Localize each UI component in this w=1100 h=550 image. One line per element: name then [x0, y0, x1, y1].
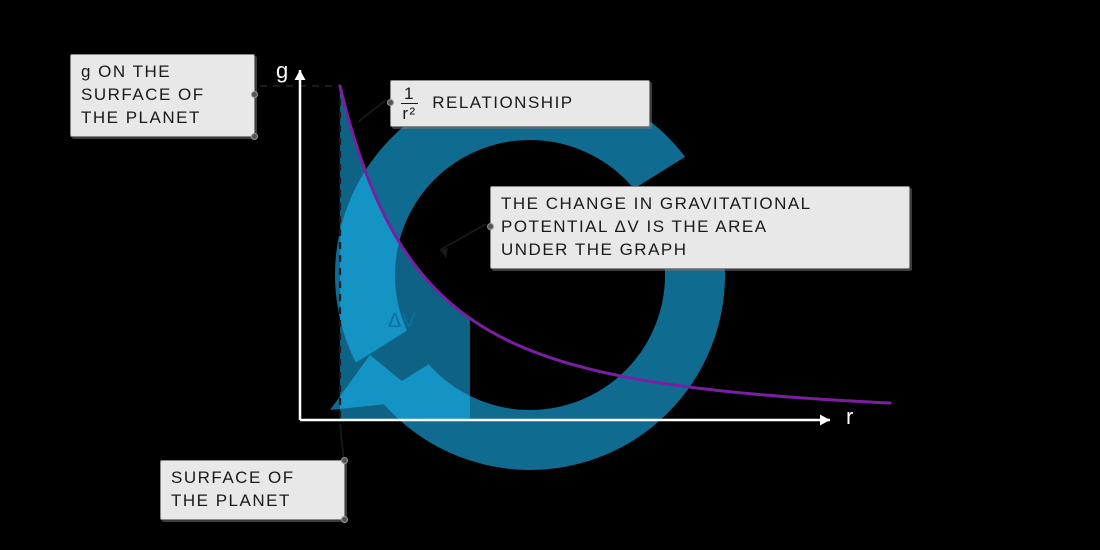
- fraction-den: r²: [402, 104, 416, 122]
- callout-g-line3: THE PLANET: [81, 108, 201, 127]
- callout-g-on-surface: g ON THE SURFACE OF THE PLANET: [70, 54, 255, 137]
- callout-surface-of-planet: SURFACE OF THE PLANET: [160, 460, 345, 520]
- callout-relationship: 1 r² RELATIONSHIP: [390, 80, 650, 127]
- relationship-text: RELATIONSHIP: [432, 93, 573, 112]
- y-axis-label: g: [276, 58, 289, 84]
- callout-area-line2: POTENTIAL ΔV IS THE AREA: [501, 217, 768, 236]
- callout-area-line3: UNDER THE GRAPH: [501, 240, 688, 259]
- fraction-1-over-r2: 1 r²: [401, 85, 418, 122]
- callout-g-line1: g ON THE: [81, 62, 171, 81]
- callout-surface-line1: SURFACE OF: [171, 468, 295, 487]
- callout-surface-line2: THE PLANET: [171, 491, 291, 510]
- callout-g-line2: SURFACE OF: [81, 85, 205, 104]
- callout-area-under-graph: THE CHANGE IN GRAVITATIONAL POTENTIAL ΔV…: [490, 186, 910, 269]
- callout-area-line1: THE CHANGE IN GRAVITATIONAL: [501, 194, 812, 213]
- fraction-num: 1: [401, 85, 418, 104]
- delta-v-label: ΔV: [388, 310, 417, 333]
- x-axis-label: r: [846, 404, 854, 430]
